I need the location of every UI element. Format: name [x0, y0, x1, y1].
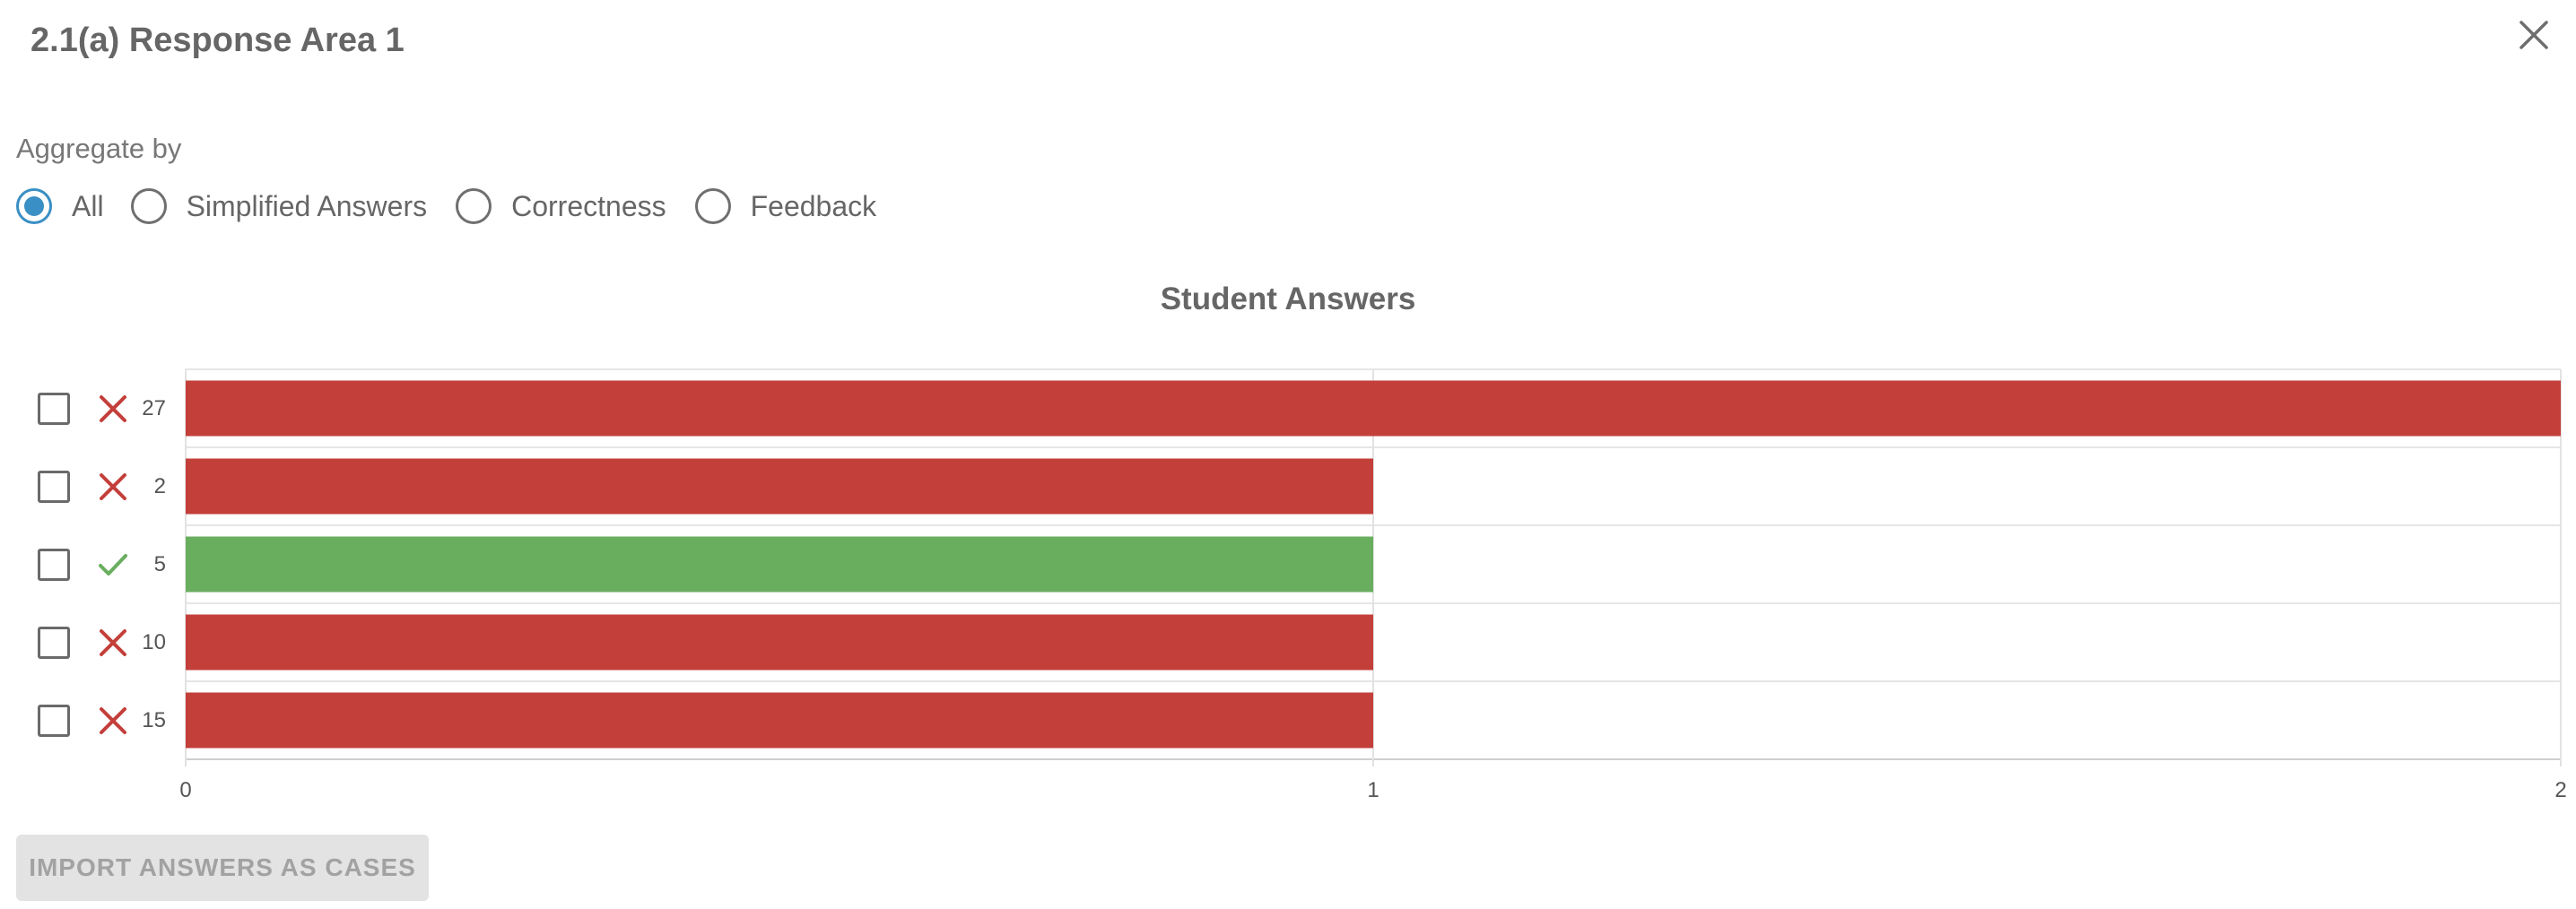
- row-checkbox[interactable]: [38, 704, 70, 737]
- row-category-label: 5: [153, 551, 166, 576]
- row-checkbox[interactable]: [38, 626, 70, 659]
- radio-label-correctness: Correctness: [511, 190, 666, 222]
- dialog-title: 2.1(a) Response Area 1: [30, 22, 405, 59]
- row-category-label: 2: [153, 473, 166, 498]
- cross-icon: [100, 706, 126, 734]
- aggregate-radio-group: All Simplified Answers Correctness Feedb…: [16, 186, 876, 226]
- radio-label-simplified-answers: Simplified Answers: [186, 190, 428, 222]
- radio-option-feedback[interactable]: Feedback: [694, 188, 877, 224]
- x-tick-label: 2: [2554, 778, 2566, 802]
- radio-selected-dot: [24, 196, 44, 216]
- cross-icon: [100, 628, 126, 656]
- row-checkbox[interactable]: [38, 392, 70, 425]
- row-category-label: 27: [142, 395, 166, 420]
- chart-title: Student Answers: [1160, 281, 1416, 316]
- close-icon: [2519, 21, 2548, 49]
- check-icon: [99, 553, 127, 576]
- x-tick-label: 1: [1367, 778, 1379, 802]
- cross-icon: [100, 394, 126, 422]
- aggregate-by-label: Aggregate by: [16, 133, 182, 164]
- row-category-label: 15: [142, 707, 166, 732]
- row-checkbox[interactable]: [38, 470, 70, 503]
- radio-label-feedback: Feedback: [750, 190, 877, 222]
- bar-incorrect: [186, 692, 1373, 749]
- row-category-label: 10: [142, 629, 166, 654]
- student-answers-chart: 0 1 2: [179, 368, 2567, 802]
- radio-option-all[interactable]: All: [16, 188, 104, 224]
- bar-correct: [186, 536, 1373, 593]
- radio-button-all[interactable]: [16, 188, 52, 224]
- row-checkbox[interactable]: [38, 548, 70, 581]
- radio-button-correctness[interactable]: [456, 188, 492, 224]
- radio-button-simplified-answers[interactable]: [130, 188, 167, 224]
- bar-incorrect: [186, 614, 1373, 671]
- x-tick-label: 0: [179, 778, 191, 802]
- radio-option-simplified-answers[interactable]: Simplified Answers: [130, 188, 428, 224]
- import-answers-button[interactable]: IMPORT ANSWERS AS CASES: [16, 835, 429, 901]
- close-button[interactable]: [2511, 13, 2556, 57]
- bar-incorrect: [186, 380, 2561, 437]
- radio-label-all: All: [72, 190, 104, 222]
- bar-incorrect: [186, 458, 1373, 515]
- cross-icon: [100, 472, 126, 500]
- radio-option-correctness[interactable]: Correctness: [456, 188, 666, 224]
- radio-button-feedback[interactable]: [694, 188, 731, 224]
